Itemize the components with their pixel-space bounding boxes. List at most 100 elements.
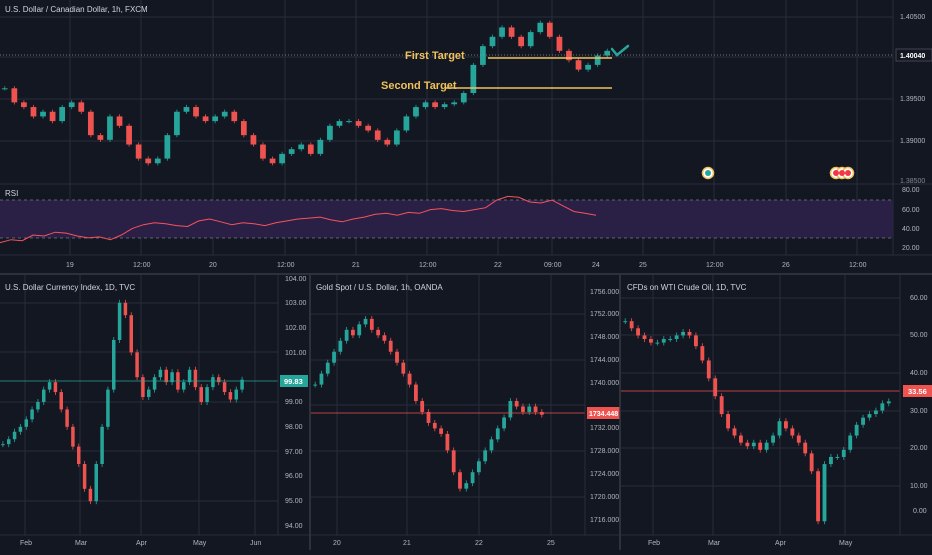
usdcad-candle: [546, 22, 553, 37]
dxy-candle: [228, 392, 233, 400]
oil-time-tick: Mar: [708, 540, 721, 547]
oil-candle: [629, 321, 634, 329]
gold-time-axis[interactable]: 20 21 22 25: [310, 534, 620, 547]
gold-price-tick: 1756.000: [590, 289, 619, 296]
dxy-pane[interactable]: U.S. Dollar Currency Index, 1D, TVC 104.…: [0, 275, 310, 547]
oil-candle: [764, 442, 769, 450]
usdcad-price-axis[interactable]: 1.40500 1.39500 1.39000 1.38500 1.40040: [892, 0, 932, 255]
dxy-candle: [123, 302, 128, 316]
usdcad-pane[interactable]: U.S. Dollar / Canadian Dollar, 1h, FXCM …: [0, 0, 932, 269]
usdcad-candle: [250, 135, 257, 145]
dxy-price-tick: 95.00: [285, 498, 303, 505]
dxy-price-axis[interactable]: 104.00 103.00 102.00 101.00 99.00 98.00 …: [280, 276, 308, 530]
oil-candle: [784, 421, 788, 429]
dxy-time-tick: Jun: [250, 540, 261, 547]
usdcad-time-axis[interactable]: 19 12:00 20 12:00 21 12:00 22 09:00 24 2…: [0, 254, 932, 269]
dxy-candle: [36, 402, 40, 410]
dxy-candle: [18, 426, 23, 432]
time-tick: 21: [352, 262, 360, 269]
usdcad-candle: [40, 111, 46, 117]
gold-candle: [382, 335, 387, 341]
event-badge-icon[interactable]: [701, 166, 715, 180]
gold-price-tick: 1716.000: [590, 517, 619, 524]
usdcad-candle: [604, 50, 611, 56]
usdcad-candle: [489, 36, 496, 47]
gold-candle: [420, 401, 425, 412]
usdcad-candle: [365, 125, 372, 131]
usdcad-candle: [202, 116, 209, 122]
usdcad-candle: [1, 88, 8, 90]
gold-price-tick: 1740.000: [590, 380, 619, 387]
usdcad-candle: [585, 64, 591, 70]
usdcad-candle: [451, 102, 458, 105]
gold-time-tick: 20: [333, 540, 341, 547]
gold-price-tick: 1732.000: [590, 425, 619, 432]
dxy-candle: [24, 419, 28, 427]
usdcad-candle: [374, 130, 381, 140]
usdcad-candle: [59, 107, 66, 122]
rsi-pane[interactable]: RSI 80.00 60.00 40.00 20.00: [0, 187, 920, 252]
oil-time-tick: Apr: [775, 540, 787, 547]
usdcad-candle: [183, 107, 190, 112]
gold-candle: [445, 433, 450, 451]
oil-time-axis[interactable]: Feb Mar Apr May: [620, 534, 932, 547]
oil-candle: [822, 464, 827, 522]
dxy-candle: [222, 382, 227, 393]
usdcad-candle: [135, 144, 142, 159]
event-badges-group-icon[interactable]: [829, 166, 855, 180]
gold-candle: [351, 329, 355, 336]
second-target-label: Second Target: [381, 80, 457, 92]
gold-price-tick: 1748.000: [590, 334, 619, 341]
dxy-candle: [71, 426, 75, 447]
usdcad-candle: [68, 102, 75, 108]
oil-grid: [621, 275, 900, 535]
gold-candle: [508, 401, 513, 418]
oil-price-tick: 50.00: [910, 332, 928, 339]
dxy-candle: [30, 409, 34, 420]
usdcad-candle: [480, 46, 486, 65]
oil-time-tick: Feb: [648, 540, 660, 547]
oil-candle: [803, 442, 808, 454]
dxy-candle: [82, 464, 87, 489]
usdcad-candle: [260, 144, 266, 159]
gold-current-price-text: 1734.448: [589, 411, 618, 418]
dxy-candle: [164, 369, 168, 383]
usdcad-candles: [1, 20, 611, 166]
usdcad-candle: [403, 116, 410, 131]
usdcad-candle: [231, 111, 238, 122]
dxy-candle: [106, 389, 110, 427]
oil-price-tick: 20.00: [910, 445, 928, 452]
dxy-candle: [193, 369, 198, 388]
usdcad-title: U.S. Dollar / Canadian Dollar, 1h, FXCM: [5, 5, 148, 14]
gold-pane[interactable]: Gold Spot / U.S. Dollar, 1h, OANDA 1756.…: [310, 275, 620, 547]
gold-candle: [376, 329, 381, 336]
dxy-price-tick: 104.00: [285, 276, 307, 283]
dxy-candle: [135, 352, 139, 378]
gold-price-axis[interactable]: 1756.000 1752.000 1748.000 1744.000 1740…: [587, 289, 620, 524]
gold-candle: [313, 384, 318, 386]
usdcad-candle: [193, 107, 199, 117]
usdcad-candle: [87, 111, 94, 136]
usdcad-price-tick: 1.38500: [900, 178, 925, 185]
oil-candle: [835, 456, 840, 458]
oil-candle: [874, 410, 878, 415]
oil-pane[interactable]: CFDs on WTI Crude Oil, 1D, TVC 60.00 50.…: [620, 275, 932, 547]
gold-candle: [401, 362, 406, 374]
dxy-current-price-text: 99.83: [284, 377, 303, 386]
time-tick: 24: [592, 262, 600, 269]
usdcad-candle: [107, 116, 113, 140]
dxy-time-tick: Apr: [136, 540, 148, 547]
gold-candle: [325, 362, 330, 374]
first-target-label: First Target: [405, 50, 465, 62]
gold-candle: [495, 428, 500, 440]
oil-candle: [623, 321, 628, 323]
gold-candle: [458, 472, 462, 489]
oil-candle: [886, 401, 891, 404]
dxy-candle: [77, 446, 81, 464]
oil-candle: [700, 346, 705, 361]
dxy-time-axis[interactable]: Feb Mar Apr May Jun: [0, 534, 310, 547]
usdcad-candle: [240, 121, 247, 136]
rsi-title: RSI: [5, 189, 18, 198]
oil-price-axis[interactable]: 60.00 50.00 40.00 30.00 20.00 10.00 0.00…: [903, 295, 932, 515]
rsi-line: [0, 195, 597, 244]
